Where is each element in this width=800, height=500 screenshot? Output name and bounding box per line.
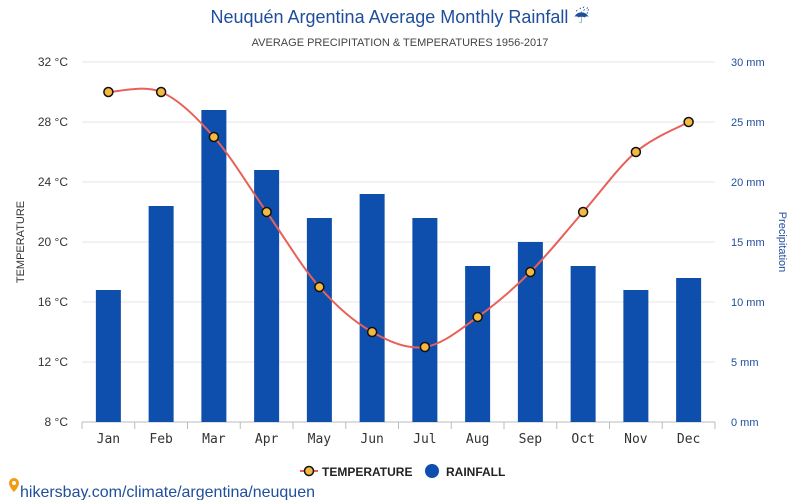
legend-rainfall-label: RAINFALL [446,465,505,479]
x-tick-label: Jan [97,432,120,447]
gridlines [81,61,716,429]
rainfall-bar [570,266,596,422]
y-right-tick-label: 20 mm [731,177,765,189]
axis-ticks: 8 °C 0 mm 12 °C 5 mm 16 °C 10 mm 20 °C 15 mm 24 … [38,55,765,447]
temperature-point [261,206,272,218]
x-tick-label: Nov [624,432,648,447]
y-right-tick-label: 10 mm [731,297,765,309]
y-right-tick-label: 5 mm [731,357,759,369]
temperature-point [366,326,378,338]
x-tick-label: Jul [413,432,436,447]
temperature-point [103,86,114,98]
y-axis-right-label: Precipitation [776,212,788,273]
y-left-tick-label: 20 °C [38,235,68,249]
legend-rainfall-marker [425,464,439,478]
temperature-point [208,131,220,143]
temperature-point [314,281,325,293]
location-pin-icon [8,477,19,492]
y-right-tick-label: 15 mm [731,237,765,249]
temperature-point [155,86,167,98]
temperature-point [525,266,536,278]
rainfall-bar [148,206,174,422]
rainfall-bar [359,194,385,422]
x-tick-label: Oct [571,432,594,447]
rainfall-bar [306,218,332,422]
legend-temperature-label: TEMPERATURE [322,465,412,479]
y-left-tick-label: 8 °C [45,415,69,429]
y-left-tick-label: 28 °C [38,115,68,129]
bars [95,110,702,422]
y-right-tick-label: 0 mm [731,417,759,429]
y-left-tick-label: 24 °C [38,175,68,189]
chart-title: Neuquén Argentina Average Monthly Rainfa… [210,6,589,27]
x-tick-label: Mar [202,432,226,447]
rainfall-bar [95,290,121,422]
rainfall-bar [465,266,491,422]
temperature-point [577,206,589,218]
temperature-point [683,116,694,128]
temperature-point [419,341,431,353]
umbrella-rain-icon: ☔ [573,6,589,27]
legend: TEMPERATURE RAINFALL [300,464,505,479]
footer-link[interactable]: hikersbay.com/climate/argentina/neuquen [8,477,315,500]
temperature-line [103,86,694,353]
x-tick-label: Sep [519,432,543,447]
x-tick-label: Feb [149,432,173,447]
rainfall-bar [201,110,227,422]
x-tick-label: Jun [360,432,383,447]
temperature-point [472,311,483,323]
y-left-tick-label: 12 °C [38,355,68,369]
y-right-tick-label: 25 mm [731,117,765,129]
y-axis-left-label: TEMPERATURE [15,201,27,283]
temperature-curve [108,87,690,349]
rainfall-bar [623,290,649,422]
rainfall-bar [412,218,438,422]
footer-url[interactable]: hikersbay.com/climate/argentina/neuquen [20,484,315,500]
y-left-tick-label: 32 °C [38,55,68,69]
x-tick-label: Dec [677,432,700,447]
temperature-point [630,146,642,158]
x-tick-label: Aug [466,432,489,447]
y-left-tick-label: 16 °C [38,295,68,309]
x-tick-label: Apr [255,432,279,447]
y-right-tick-label: 30 mm [731,57,765,69]
x-tick-label: May [308,432,332,447]
chart-subtitle: AVERAGE PRECIPITATION & TEMPERATURES 195… [252,37,549,49]
rainfall-bar [676,278,702,422]
legend-temperature-marker [303,465,315,477]
